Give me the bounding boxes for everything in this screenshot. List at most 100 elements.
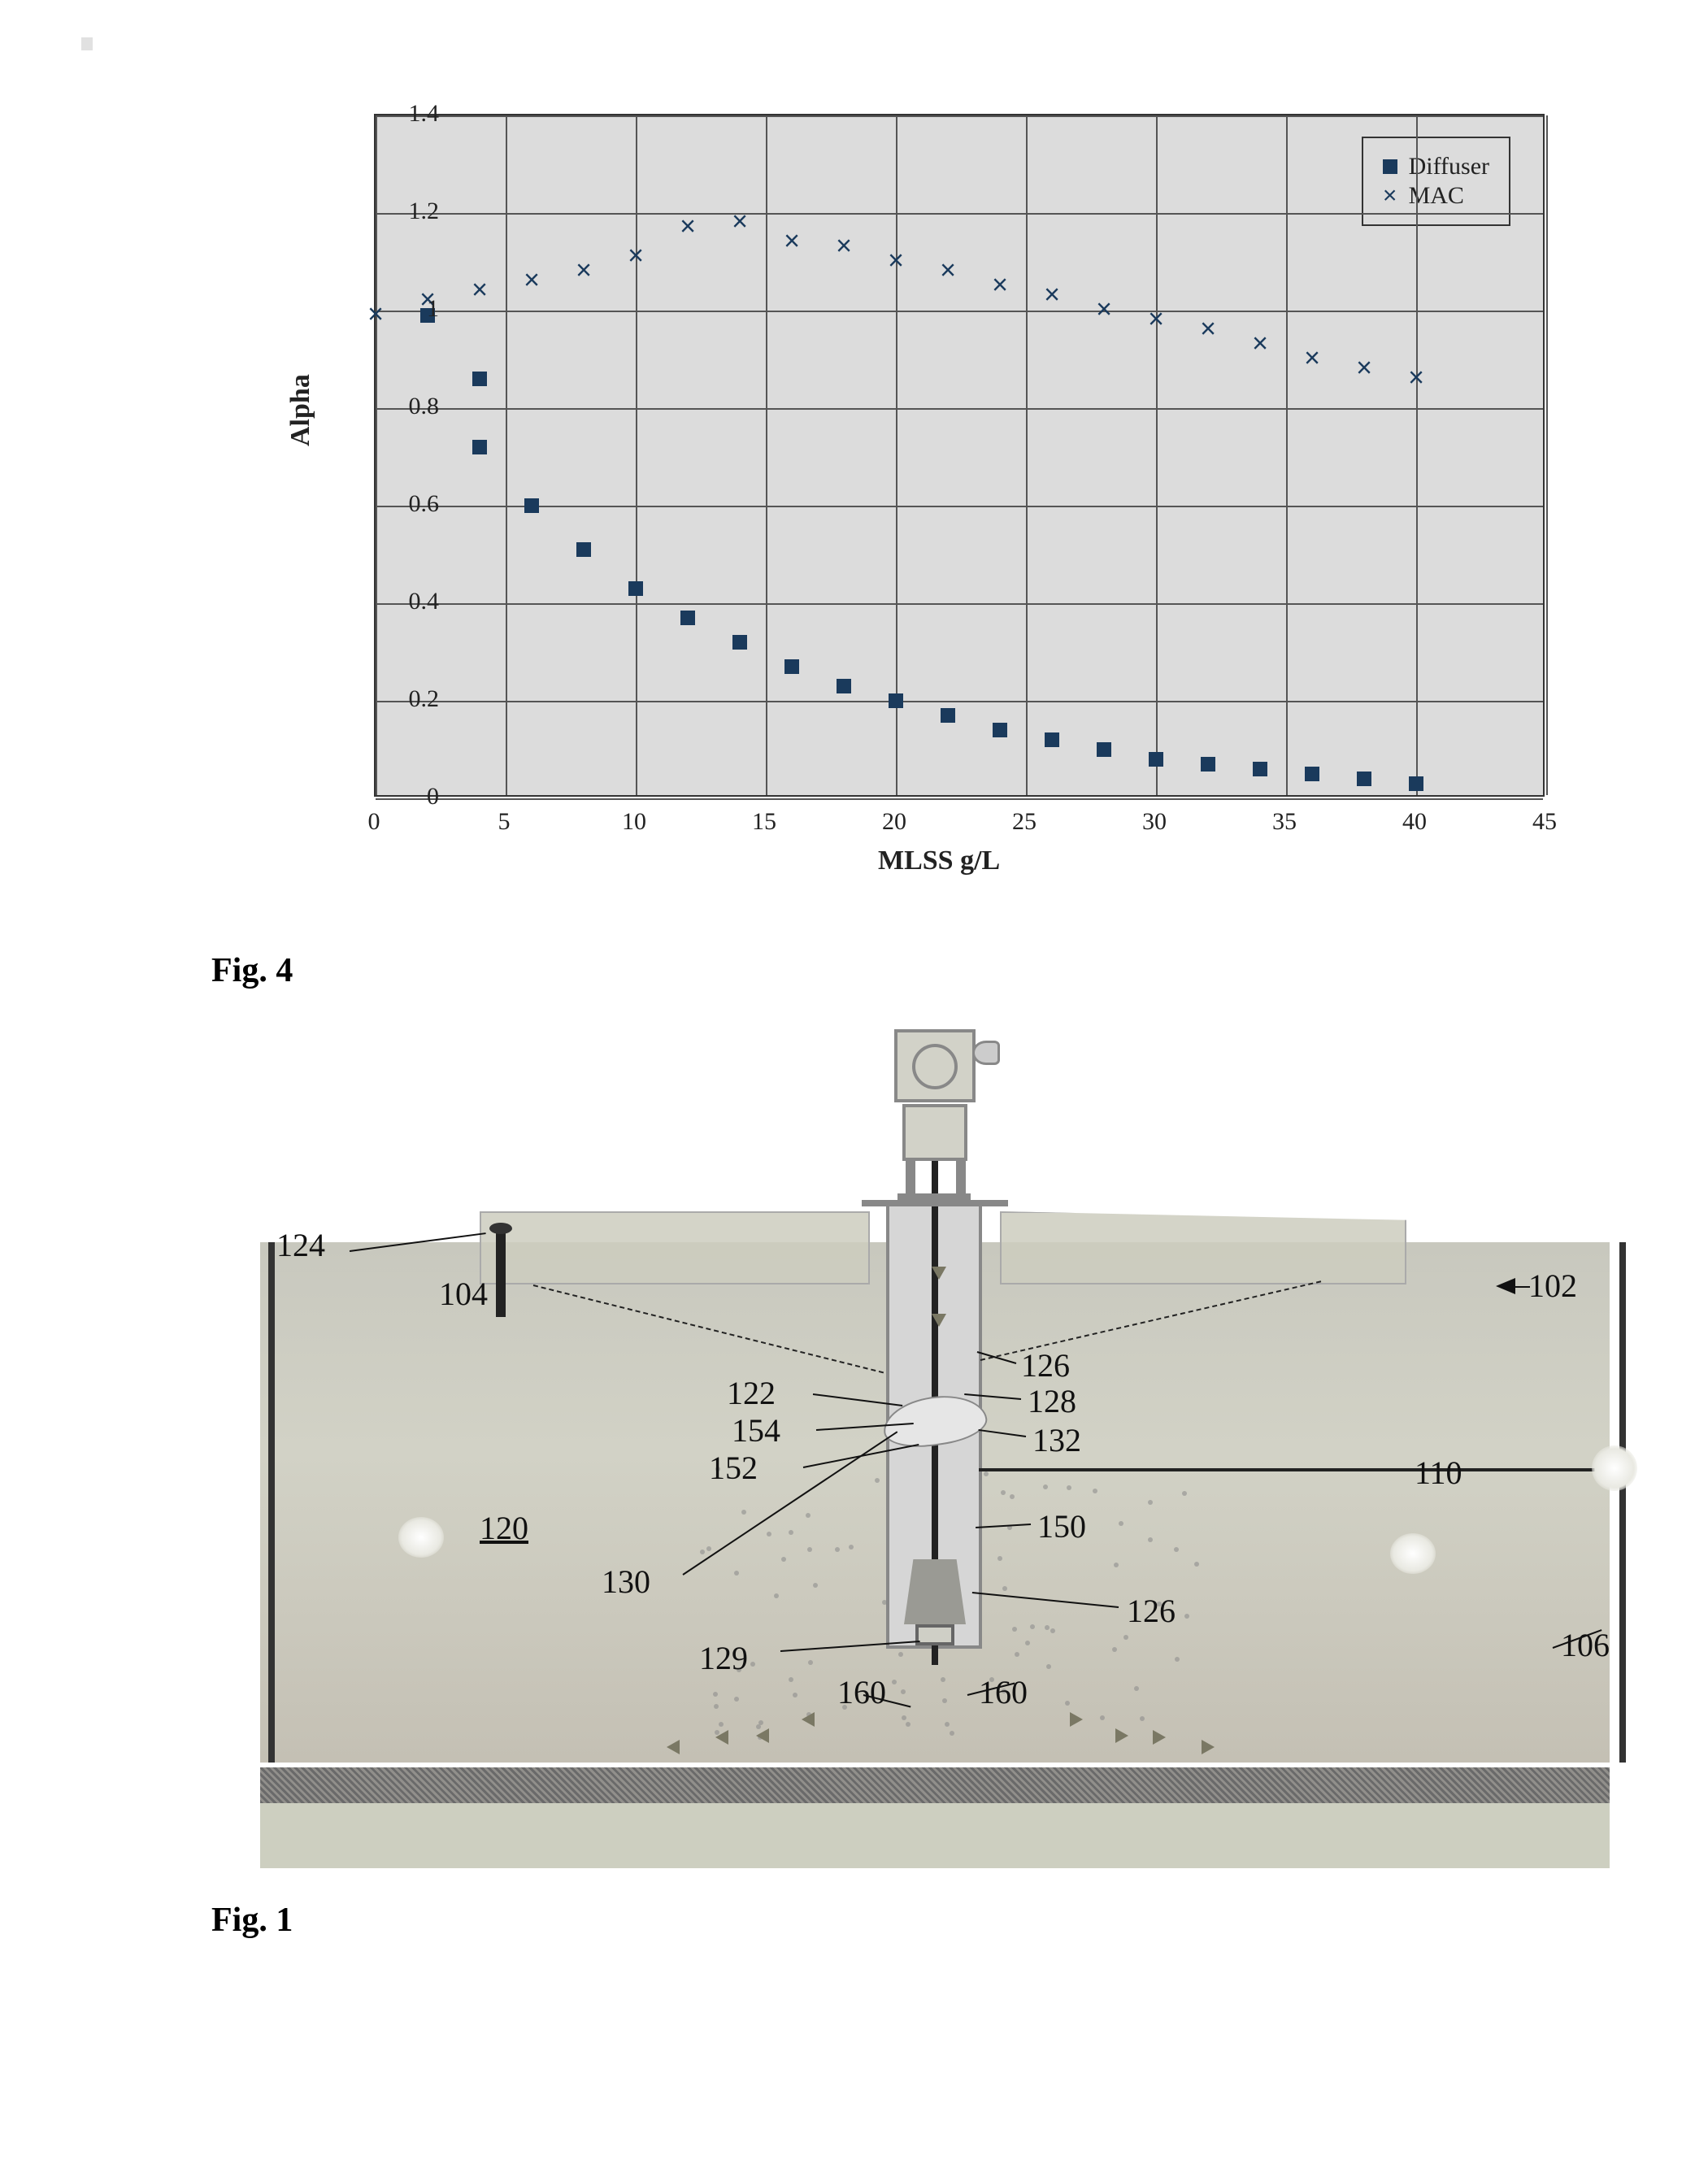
x-axis-label: MLSS g/L <box>878 845 1000 876</box>
data-point: × <box>940 256 956 284</box>
y-tick-label: 1.2 <box>409 198 440 225</box>
ref-numeral: 132 <box>1032 1421 1081 1459</box>
data-point: × <box>1148 305 1164 333</box>
data-point: × <box>732 207 748 235</box>
data-point <box>576 542 591 557</box>
flow-arrow-icon <box>756 1728 769 1743</box>
bubble <box>875 1478 880 1483</box>
bubble <box>849 1545 854 1550</box>
flow-arrow-icon <box>1115 1728 1128 1743</box>
bubble <box>945 1722 950 1727</box>
data-point: × <box>1356 354 1372 381</box>
ref-numeral: 126 <box>1127 1592 1176 1630</box>
data-point <box>1097 742 1111 757</box>
flow-arrow-icon <box>1070 1712 1083 1727</box>
bubble <box>706 1546 711 1551</box>
ref-numeral: 110 <box>1415 1454 1462 1492</box>
ref-numeral: 129 <box>699 1639 748 1677</box>
data-point: × <box>576 256 592 284</box>
data-point: × <box>680 212 696 240</box>
data-point <box>524 498 539 513</box>
data-point: × <box>1304 344 1320 372</box>
bubble <box>1025 1641 1030 1645</box>
y-tick-label: 1.4 <box>409 100 440 128</box>
ref-numeral: 160 <box>979 1673 1028 1711</box>
bubble <box>789 1530 793 1535</box>
bubble <box>793 1693 798 1697</box>
float-left <box>480 1211 870 1284</box>
bubble <box>1182 1491 1187 1496</box>
data-point: × <box>992 271 1008 298</box>
data-point <box>1149 752 1163 767</box>
data-point: × <box>367 300 384 328</box>
bubble <box>750 1662 755 1667</box>
bubble <box>1065 1701 1070 1706</box>
bubble <box>942 1698 947 1703</box>
bubble <box>734 1697 739 1702</box>
bubble <box>835 1547 840 1552</box>
bubble <box>719 1722 724 1727</box>
y-tick-label: 0.6 <box>409 490 440 518</box>
bubble <box>774 1593 779 1598</box>
data-point: × <box>628 241 644 269</box>
plot-area: Diffuser × MAC ××××××××××××××××××××× <box>374 114 1545 797</box>
y-axis-label: Alpha <box>285 374 316 446</box>
motor-fan-icon <box>972 1041 1000 1065</box>
data-point <box>1253 762 1267 776</box>
air-cloud-left <box>398 1517 444 1558</box>
data-point: × <box>888 246 904 274</box>
bubble <box>1015 1652 1019 1657</box>
data-point <box>1201 757 1215 772</box>
data-point <box>1305 767 1319 781</box>
data-point <box>837 679 851 693</box>
fig1-caption: Fig. 1 <box>211 1901 1610 1940</box>
data-point <box>889 693 903 708</box>
x-tick-label: 0 <box>368 808 380 836</box>
data-point <box>993 723 1007 737</box>
data-point: × <box>472 276 488 303</box>
data-point <box>1357 772 1371 786</box>
scan-artifact <box>81 37 93 50</box>
fig4-caption: Fig. 4 <box>211 951 1610 990</box>
baffle <box>496 1228 506 1317</box>
data-point <box>941 708 955 723</box>
ref-numeral: 152 <box>709 1449 758 1487</box>
bubble <box>1093 1489 1097 1493</box>
bubble <box>781 1557 786 1562</box>
y-tick-label: 0.4 <box>409 588 440 615</box>
ground <box>260 1803 1610 1868</box>
motor-face-icon <box>912 1044 958 1089</box>
data-point <box>472 440 487 454</box>
data-point <box>1409 776 1423 791</box>
air-cloud-mid <box>1390 1533 1436 1574</box>
x-marker-icon: × <box>1383 182 1397 210</box>
flow-arrow-icon <box>667 1740 680 1754</box>
bottom-outlet <box>915 1624 954 1645</box>
baffle-cap <box>489 1223 512 1234</box>
bubble <box>901 1689 906 1694</box>
bubble <box>714 1704 719 1709</box>
ref-numeral: 130 <box>602 1563 650 1601</box>
data-point <box>472 372 487 386</box>
ref-numeral: 122 <box>727 1374 776 1412</box>
bubble <box>950 1731 954 1736</box>
data-point: × <box>836 232 852 259</box>
bubble <box>813 1583 818 1588</box>
ref-numeral: 124 <box>276 1226 325 1264</box>
x-tick-label: 20 <box>882 808 906 836</box>
legend-item-diffuser: Diffuser <box>1383 153 1489 180</box>
data-point <box>1045 732 1059 747</box>
data-point: × <box>1096 295 1112 323</box>
y-tick-label: 0 <box>427 783 439 811</box>
bubble <box>1194 1562 1199 1567</box>
bubble <box>1134 1686 1139 1691</box>
legend-item-mac: × MAC <box>1383 182 1489 210</box>
data-point: × <box>1200 315 1216 342</box>
data-point: × <box>1408 363 1424 391</box>
x-tick-label: 25 <box>1012 808 1037 836</box>
flow-arrow-icon <box>932 1267 946 1280</box>
x-tick-label: 15 <box>752 808 776 836</box>
y-tick-label: 1 <box>427 295 439 323</box>
ref-numeral: 126 <box>1021 1346 1070 1384</box>
ref-numeral: 154 <box>732 1411 780 1450</box>
